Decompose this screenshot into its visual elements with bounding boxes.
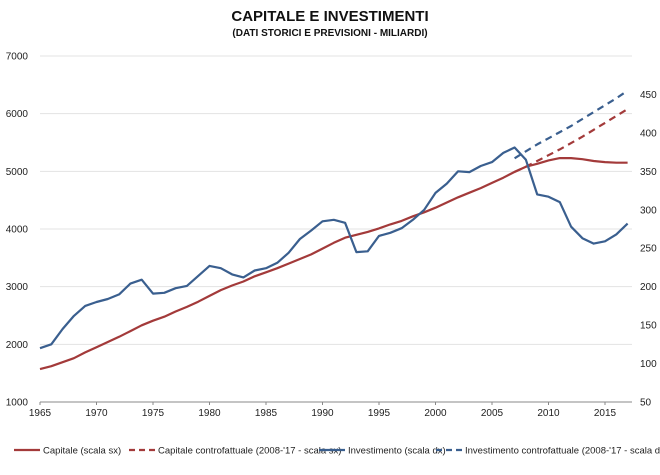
legend-label-2: Capitale controfattuale (2008-'17 - scal…: [158, 446, 341, 457]
y-right-tick-label: 400: [640, 128, 657, 139]
y-right-tick-label: 350: [640, 167, 657, 178]
y-right-tick-label: 100: [640, 359, 657, 370]
y-right-tick-label: 150: [640, 321, 657, 332]
axes: 1000 2000 3000 4000 5000 6000 7000 50 100 150 200 2…: [6, 52, 657, 420]
series-line-4: [514, 89, 629, 160]
y-left-tick-label: 4000: [6, 225, 29, 236]
x-tick-label: 1980: [198, 408, 221, 419]
series-line-3: [39, 146, 629, 350]
x-tick-label: 1975: [142, 408, 165, 419]
series-line-1: [39, 157, 628, 371]
y-left-tick-label: 5000: [6, 167, 29, 178]
legend: Capitale (scala sx) Capitale controfattua…: [14, 446, 660, 457]
legend-label-4: Investimento controfattuale (2008-'17 - …: [465, 446, 660, 457]
x-tick-label: 1970: [85, 408, 108, 419]
chart-subtitle: (DATI STORICI E PREVISIONI - MILIARDI): [232, 28, 427, 39]
series-line-2: [514, 108, 629, 173]
y-right-tick-label: 300: [640, 205, 657, 216]
y-left-tick-label: 2000: [6, 340, 29, 351]
y-left-tick-label: 1000: [6, 398, 29, 409]
x-tick-label: 2010: [537, 408, 560, 419]
x-tick-label: 1995: [368, 408, 391, 419]
x-tick-label: 2000: [424, 408, 447, 419]
y-right-tick-label: 450: [640, 90, 657, 101]
legend-label-1: Capitale (scala sx): [43, 446, 121, 457]
chart-title: CAPITALE E INVESTIMENTI: [231, 8, 428, 25]
y-left-tick-label: 3000: [6, 282, 29, 293]
y-right-tick-label: 50: [640, 398, 652, 409]
grid-lines: [40, 55, 632, 345]
y-left-tick-label: 7000: [6, 52, 29, 63]
legend-label-3: Investimento (scala dx): [348, 446, 446, 457]
y-right-tick-label: 250: [640, 244, 657, 255]
x-tick-label: 1985: [255, 408, 278, 419]
y-left-tick-label: 6000: [6, 109, 29, 120]
series-lines: [39, 89, 629, 371]
y-right-tick-label: 200: [640, 282, 657, 293]
x-tick-label: 2015: [594, 408, 617, 419]
x-tick-label: 1965: [29, 408, 52, 419]
x-tick-label: 1990: [311, 408, 334, 419]
x-tick-label: 2005: [481, 408, 504, 419]
